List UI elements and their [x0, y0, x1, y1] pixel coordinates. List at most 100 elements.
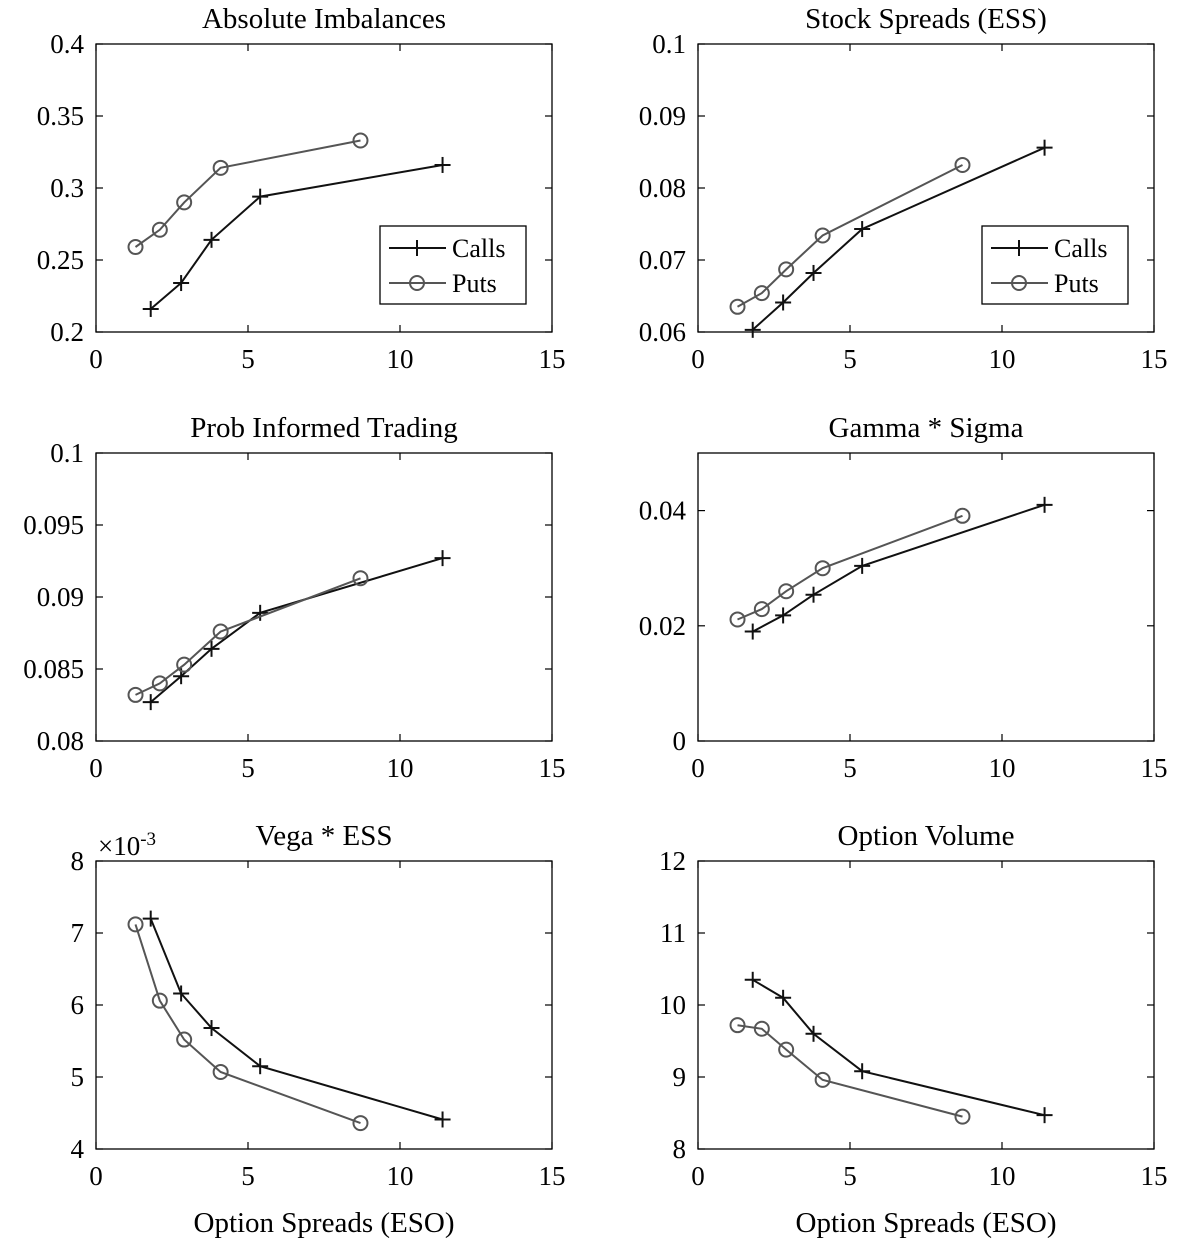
legend: Calls Puts: [379, 225, 527, 305]
y-tick-label: 0.35: [37, 101, 84, 131]
series-line-puts: [737, 514, 963, 621]
x-tick-label: 10: [387, 1161, 414, 1191]
series-calls: [744, 971, 1053, 1124]
data-point-puts: [176, 656, 193, 673]
data-point-puts: [753, 601, 770, 618]
series-puts: [127, 916, 369, 1132]
y-tick-label: 8: [673, 1134, 687, 1164]
y-tick-label: 0.3: [50, 173, 84, 203]
data-point-calls: [252, 1058, 269, 1075]
legend-marker: [409, 240, 425, 256]
x-tick-label: 15: [1141, 344, 1168, 374]
data-point-puts: [753, 285, 770, 302]
x-tick-label: 10: [387, 344, 414, 374]
data-point-calls: [173, 985, 190, 1002]
series-line-puts: [134, 139, 361, 248]
x-tick-label: 15: [539, 1161, 566, 1191]
x-tick-label: 0: [89, 753, 103, 783]
x-tick-label: 10: [387, 753, 414, 783]
y-tick-label: 0.09: [639, 101, 686, 131]
y-tick-label: 0: [673, 726, 687, 756]
data-point-calls: [434, 1111, 451, 1128]
x-tick-label: 0: [89, 344, 103, 374]
exponent-base: ×10: [98, 831, 140, 861]
chart-title: Vega * ESS: [256, 820, 393, 852]
chart-title: Prob Informed Trading: [190, 412, 457, 444]
data-point-puts: [127, 239, 144, 256]
data-point-puts: [176, 194, 193, 211]
data-point-calls: [775, 989, 792, 1006]
data-point-puts: [778, 261, 795, 278]
axes-frame: [95, 452, 553, 742]
y-tick-label: 0.2: [50, 317, 84, 347]
data-point-puts: [352, 1115, 369, 1132]
y-tick-label: 12: [659, 846, 686, 876]
axes-frame: [697, 860, 1155, 1150]
data-point-puts: [954, 1108, 971, 1125]
chart-title: Absolute Imbalances: [202, 3, 446, 35]
series-line-puts: [737, 164, 963, 308]
legend-item-calls: Calls: [991, 234, 1107, 263]
y-tick-label: 0.1: [50, 438, 84, 468]
series-line-puts: [134, 924, 361, 1125]
data-point-calls: [142, 300, 159, 317]
y-tick-label: 10: [659, 990, 686, 1020]
data-point-puts: [778, 583, 795, 600]
data-point-puts: [151, 992, 168, 1009]
y-tick-label: 0.1: [652, 29, 686, 59]
data-point-calls: [805, 586, 822, 603]
legend-label: Puts: [452, 269, 497, 298]
legend: Calls Puts: [981, 225, 1129, 305]
data-point-puts: [212, 1063, 229, 1080]
x-tick-label: 10: [989, 753, 1016, 783]
x-tick-label: 15: [1141, 1161, 1168, 1191]
data-point-puts: [814, 1071, 831, 1088]
y-tick-label: 8: [71, 846, 85, 876]
subplot-3: Prob Informed Trading 0 5 10 15 0.08 0.085 0.09…: [23, 412, 565, 783]
x-tick-label: 5: [241, 753, 255, 783]
data-point-puts: [729, 611, 746, 628]
x-tick-label: 0: [691, 344, 705, 374]
data-point-puts: [352, 132, 369, 149]
subplot-6: Option Volume 0 5 10 15 8 9 10 11 12 Option Spread…: [659, 820, 1168, 1239]
y-tick-label: 0.04: [639, 496, 687, 526]
legend-marker: [409, 275, 425, 291]
data-point-calls: [142, 910, 159, 927]
x-tick-label: 5: [843, 1161, 857, 1191]
data-point-calls: [434, 550, 451, 567]
axes-frame: [697, 452, 1155, 742]
data-point-calls: [1036, 139, 1053, 156]
y-tick-label: 5: [71, 1062, 85, 1092]
subplot-1: Absolute Imbalances 0 5 10 15 0.2 0.25 0.3 0.35 0…: [37, 3, 566, 374]
x-tick-label: 0: [691, 753, 705, 783]
x-tick-label: 5: [843, 753, 857, 783]
data-point-calls: [203, 1020, 220, 1037]
data-point-puts: [127, 916, 144, 933]
data-point-puts: [954, 507, 971, 524]
data-point-calls: [805, 1025, 822, 1042]
series-puts: [127, 132, 369, 256]
legend-label: Puts: [1054, 269, 1099, 298]
series-line-puts: [737, 1024, 963, 1118]
y-tick-label: 0.085: [23, 654, 84, 684]
data-point-puts: [151, 221, 168, 238]
x-tick-label: 5: [843, 344, 857, 374]
data-point-calls: [1036, 496, 1053, 513]
series-line-calls: [752, 978, 1045, 1117]
series-line-calls: [150, 557, 443, 703]
x-tick-label: 15: [1141, 753, 1168, 783]
legend-label: Calls: [1054, 234, 1107, 263]
data-point-puts: [151, 675, 168, 692]
series-puts: [729, 1017, 971, 1125]
y-tick-label: 0.095: [23, 510, 84, 540]
y-tick-label: 0.02: [639, 611, 686, 641]
y-tick-label: 9: [673, 1062, 687, 1092]
x-axis-label: Option Spreads (ESO): [796, 1207, 1057, 1239]
x-tick-label: 5: [241, 344, 255, 374]
data-point-calls: [1036, 1107, 1053, 1124]
x-tick-label: 15: [539, 344, 566, 374]
x-tick-label: 15: [539, 753, 566, 783]
legend-item-puts: Puts: [991, 269, 1099, 298]
series-calls: [744, 496, 1053, 640]
